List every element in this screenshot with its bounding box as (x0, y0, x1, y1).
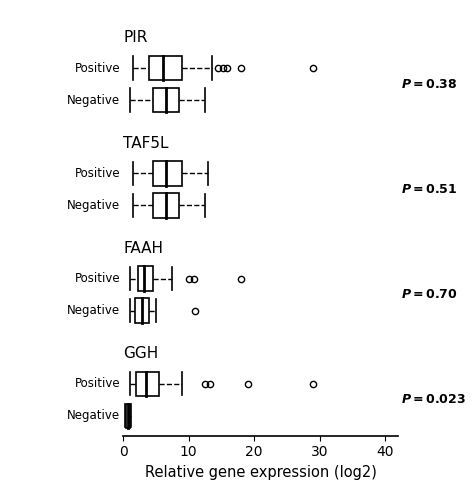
Text: Positive: Positive (75, 272, 120, 285)
Text: PIR: PIR (123, 30, 147, 45)
Text: Negative: Negative (67, 199, 120, 212)
Text: $\bfit{P}$$\mathbf{=0.023}$: $\bfit{P}$$\mathbf{=0.023}$ (401, 393, 466, 406)
Text: Positive: Positive (75, 377, 120, 390)
Text: Negative: Negative (67, 94, 120, 107)
Text: TAF5L: TAF5L (123, 136, 169, 151)
Bar (137, 266, 153, 291)
Text: FAAH: FAAH (123, 241, 163, 256)
X-axis label: Relative gene expression (log2): Relative gene expression (log2) (145, 465, 377, 480)
Bar (137, 371, 159, 396)
Text: Negative: Negative (67, 409, 120, 422)
Bar (153, 88, 179, 112)
Text: $\bfit{P}$$\mathbf{=0.38}$: $\bfit{P}$$\mathbf{=0.38}$ (401, 78, 457, 91)
Text: Negative: Negative (67, 304, 120, 317)
Text: Positive: Positive (75, 61, 120, 75)
Bar (126, 404, 130, 428)
Bar (149, 56, 182, 80)
Text: $\bfit{P}$$\mathbf{=0.51}$: $\bfit{P}$$\mathbf{=0.51}$ (401, 183, 457, 196)
Text: GGH: GGH (123, 346, 158, 361)
Bar (153, 193, 179, 218)
Bar (135, 298, 149, 323)
Text: $\bfit{P}$$\mathbf{=0.70}$: $\bfit{P}$$\mathbf{=0.70}$ (401, 288, 458, 301)
Bar (153, 161, 182, 185)
Text: Positive: Positive (75, 167, 120, 180)
